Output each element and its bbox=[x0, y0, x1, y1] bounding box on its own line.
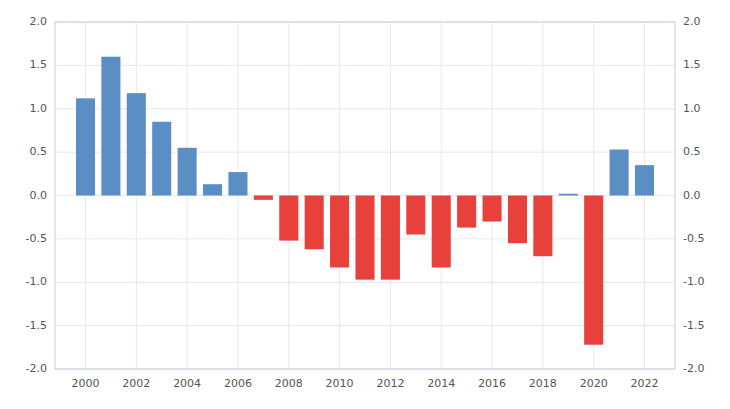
y2-tick-label: -2.0 bbox=[683, 362, 704, 375]
bar bbox=[584, 196, 603, 345]
bar bbox=[533, 196, 552, 257]
bar bbox=[381, 196, 400, 280]
bar bbox=[203, 184, 222, 195]
y2-tick-label: 0.5 bbox=[683, 145, 701, 158]
bar bbox=[355, 196, 374, 280]
bar bbox=[76, 98, 95, 195]
bars bbox=[76, 57, 654, 345]
x-tick-label: 2008 bbox=[275, 377, 303, 390]
x-tick-label: 2004 bbox=[173, 377, 201, 390]
bar bbox=[457, 196, 476, 228]
plot-frame bbox=[55, 22, 675, 369]
y2-tick-label: 1.5 bbox=[683, 58, 701, 71]
x-tick-label: 2020 bbox=[580, 377, 608, 390]
bar bbox=[101, 57, 120, 196]
chart: -2.0-1.5-1.0-0.50.00.51.01.52.0-2.0-1.5-… bbox=[0, 0, 730, 409]
bar bbox=[254, 196, 273, 200]
y-tick-label: 0.0 bbox=[30, 189, 48, 202]
bar bbox=[330, 196, 349, 268]
x-tick-label: 2002 bbox=[122, 377, 150, 390]
y-axis-right: -2.0 -1.5 -1.0 -0.5 0.0 0.5 1.0 1.5 2.0 bbox=[683, 15, 704, 375]
bar bbox=[305, 196, 324, 250]
x-tick-label: 2018 bbox=[529, 377, 557, 390]
y-tick-label: -0.5 bbox=[26, 232, 47, 245]
y-tick-label: 1.5 bbox=[30, 58, 48, 71]
y-tick-label: 2.0 bbox=[30, 15, 48, 28]
x-tick-label: 2022 bbox=[631, 377, 659, 390]
y-grid-line bbox=[55, 108, 675, 109]
x-tick-label: 2016 bbox=[478, 377, 506, 390]
y-tick-label: -2.0 bbox=[26, 362, 47, 375]
bar bbox=[228, 172, 247, 195]
y2-tick-label: -0.5 bbox=[683, 232, 704, 245]
y-tick-label: 1.0 bbox=[30, 102, 48, 115]
bar bbox=[279, 196, 298, 241]
bar bbox=[178, 148, 197, 196]
y-axis-left: -2.0 -1.5 -1.0 -0.5 0.0 0.5 1.0 1.5 2.0 bbox=[26, 15, 47, 375]
y2-tick-label: -1.5 bbox=[683, 319, 704, 332]
y-tick-label: -1.0 bbox=[26, 275, 47, 288]
x-tick-label: 2012 bbox=[376, 377, 404, 390]
x-tick-label: 2006 bbox=[224, 377, 252, 390]
y2-tick-label: 1.0 bbox=[683, 102, 701, 115]
y-grid-line bbox=[55, 65, 675, 66]
x-tick-label: 2014 bbox=[427, 377, 455, 390]
bar bbox=[152, 122, 171, 196]
x-axis: 2000 2002 2004 2006 2008 2010 2012 2014 2016 2018… bbox=[71, 377, 658, 390]
bar bbox=[635, 165, 654, 195]
y2-tick-label: -1.0 bbox=[683, 275, 704, 288]
y2-tick-label: 2.0 bbox=[683, 15, 701, 28]
x-tick-label: 2000 bbox=[71, 377, 99, 390]
bar bbox=[508, 196, 527, 244]
y-grid-line bbox=[55, 325, 675, 326]
bar bbox=[127, 93, 146, 195]
y-tick-label: 0.5 bbox=[30, 145, 48, 158]
bar bbox=[432, 196, 451, 268]
y-tick-label: -1.5 bbox=[26, 319, 47, 332]
y-grid-line bbox=[55, 152, 675, 153]
bar bbox=[406, 196, 425, 235]
y-grid-line bbox=[55, 282, 675, 283]
bar bbox=[559, 194, 578, 196]
x-tick-label: 2010 bbox=[326, 377, 354, 390]
bar bbox=[610, 150, 629, 196]
grid bbox=[55, 22, 675, 369]
y2-tick-label: 0.0 bbox=[683, 189, 701, 202]
bar bbox=[483, 196, 502, 222]
